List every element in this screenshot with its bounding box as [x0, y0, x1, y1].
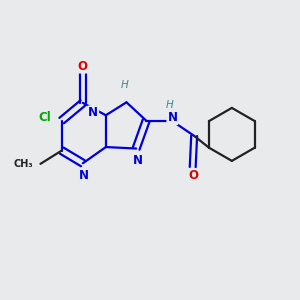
- Text: N: N: [79, 169, 89, 182]
- Text: N: N: [88, 106, 98, 119]
- Text: H: H: [121, 80, 129, 90]
- Text: O: O: [78, 60, 88, 73]
- Text: N: N: [133, 154, 142, 167]
- Text: CH₃: CH₃: [14, 159, 33, 170]
- Text: H: H: [166, 100, 173, 110]
- Text: N: N: [167, 111, 177, 124]
- Text: O: O: [189, 169, 199, 182]
- Text: Cl: Cl: [38, 111, 51, 124]
